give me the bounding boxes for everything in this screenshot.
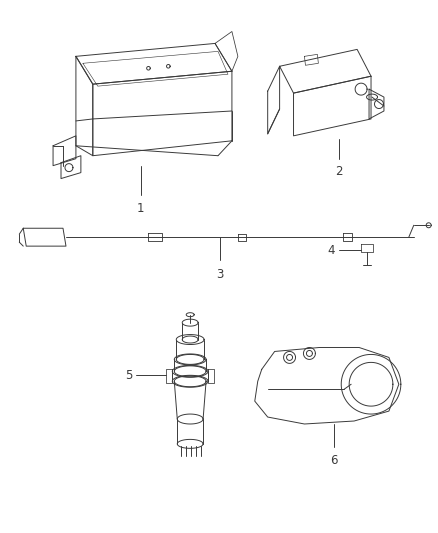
- Text: 6: 6: [331, 454, 338, 467]
- Text: 3: 3: [216, 268, 224, 281]
- Text: 2: 2: [336, 165, 343, 177]
- Text: 4: 4: [328, 244, 335, 256]
- Text: 5: 5: [125, 369, 133, 382]
- Text: 1: 1: [137, 203, 144, 215]
